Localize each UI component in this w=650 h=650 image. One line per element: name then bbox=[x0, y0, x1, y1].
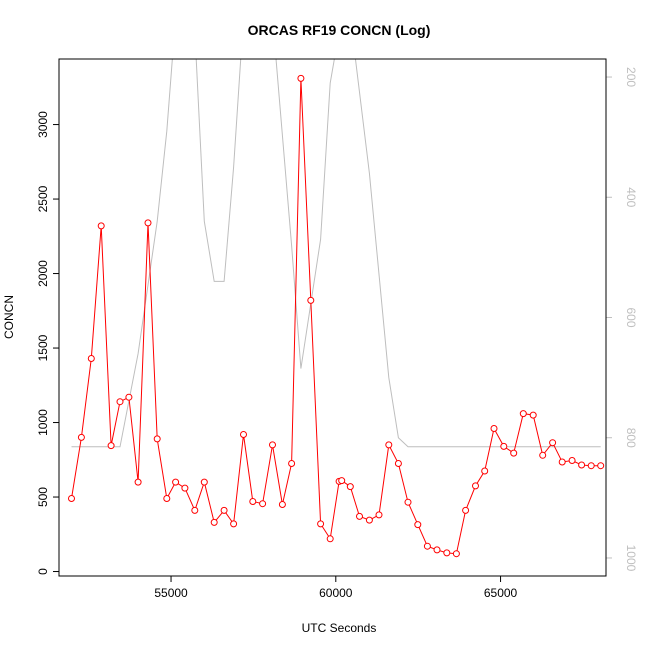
concn-data-point bbox=[77, 433, 85, 441]
y2-tick-label: 200 bbox=[624, 67, 638, 87]
axes: 55000 60000 65000 0 500 1000 1500 2000 2500 3000 2… bbox=[36, 67, 638, 600]
concn-data-point bbox=[338, 477, 346, 485]
concn-data-point bbox=[414, 521, 422, 529]
y-tick-label: 1000 bbox=[36, 409, 50, 436]
concn-data-point bbox=[375, 511, 383, 519]
x-tick-label: 65000 bbox=[484, 586, 518, 600]
concn-data-point bbox=[578, 461, 586, 469]
concn-series bbox=[68, 74, 605, 558]
concn-data-point bbox=[240, 431, 247, 438]
y2-tick-label: 600 bbox=[624, 307, 638, 327]
y-tick-label: 2500 bbox=[36, 185, 50, 212]
concn-data-point bbox=[385, 441, 393, 449]
concn-data-point bbox=[191, 506, 199, 514]
concn-data-point bbox=[519, 410, 527, 418]
concn-data-point bbox=[433, 546, 441, 554]
concn-data-point bbox=[365, 516, 373, 524]
concn-data-point bbox=[597, 462, 605, 470]
concn-data-point bbox=[210, 518, 218, 526]
concn-data-point bbox=[481, 467, 489, 475]
y-axis-label: CONCN bbox=[2, 295, 16, 339]
concn-data-point bbox=[510, 449, 518, 457]
concn-data-point bbox=[346, 483, 354, 491]
concn-data-point bbox=[278, 501, 286, 508]
concn-data-point bbox=[269, 441, 276, 449]
concn-data-point bbox=[87, 355, 95, 362]
x-tick-label: 60000 bbox=[319, 586, 353, 600]
concn-data-point bbox=[317, 520, 325, 528]
concn-data-point bbox=[144, 219, 152, 227]
y2-tick-label: 800 bbox=[624, 428, 638, 448]
concn-data-point bbox=[307, 296, 315, 304]
concn-data-point bbox=[107, 442, 115, 450]
concn-data-point bbox=[230, 520, 238, 528]
y-tick-label: 0 bbox=[36, 568, 50, 575]
y-tick-label: 3000 bbox=[36, 111, 50, 138]
y-tick-label: 2000 bbox=[36, 260, 50, 287]
concn-data-point bbox=[249, 498, 257, 505]
concn-data-point bbox=[500, 442, 508, 450]
chart-title: ORCAS RF19 CONCN (Log) bbox=[248, 22, 431, 38]
x-axis-label: UTC Seconds bbox=[302, 621, 377, 635]
secondary-series-line bbox=[71, 59, 601, 448]
concn-data-point bbox=[181, 484, 189, 492]
concn-data-point bbox=[394, 460, 402, 467]
concn-data-point bbox=[423, 542, 431, 550]
concn-data-point bbox=[472, 482, 479, 490]
concn-data-point bbox=[558, 458, 566, 466]
concn-data-point bbox=[220, 506, 228, 514]
concn-data-point bbox=[259, 500, 267, 508]
concn-data-point bbox=[549, 439, 557, 447]
concn-data-point bbox=[297, 74, 305, 82]
x-tick-label: 55000 bbox=[154, 586, 188, 600]
concn-data-point bbox=[539, 451, 547, 459]
concn-data-point bbox=[490, 425, 498, 432]
concn-data-point bbox=[326, 535, 334, 543]
concn-data-point bbox=[443, 549, 451, 557]
concn-data-point bbox=[200, 478, 208, 486]
concn-data-point bbox=[462, 506, 470, 514]
concn-data-point bbox=[116, 398, 124, 406]
concn-data-point bbox=[125, 393, 133, 401]
concn-data-point bbox=[587, 462, 595, 470]
secondary-series bbox=[71, 59, 601, 448]
y2-tick-label: 400 bbox=[624, 187, 638, 207]
concn-data-point bbox=[568, 457, 576, 464]
y-tick-label: 1500 bbox=[36, 334, 50, 361]
y-tick-label: 500 bbox=[36, 487, 50, 507]
y2-tick-label: 1000 bbox=[624, 545, 638, 572]
concn-data-point bbox=[529, 411, 537, 419]
concn-data-point bbox=[153, 435, 161, 443]
concn-data-point bbox=[97, 222, 105, 230]
concn-data-point bbox=[452, 550, 460, 558]
concn-data-point bbox=[356, 512, 363, 520]
concn-data-point bbox=[68, 495, 75, 502]
concn-data-point bbox=[163, 495, 171, 502]
concn-data-point bbox=[172, 478, 180, 486]
concn-data-point bbox=[288, 460, 296, 467]
concn-data-point bbox=[404, 498, 412, 506]
plot-frame bbox=[58, 58, 607, 577]
concn-data-point bbox=[134, 478, 142, 486]
